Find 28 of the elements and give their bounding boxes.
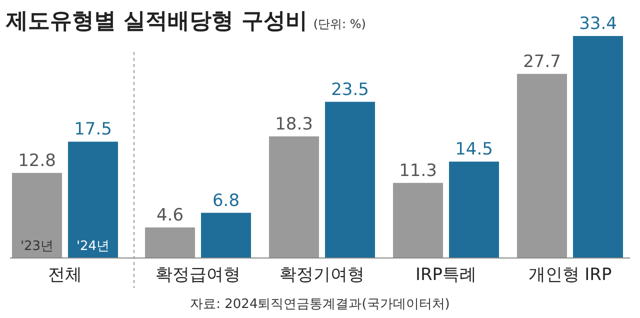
data-label: 14.5	[455, 140, 493, 160]
data-label: 6.8	[212, 190, 240, 211]
data-label: 17.5	[74, 120, 112, 140]
data-label: 33.4	[579, 14, 617, 34]
bar	[201, 212, 251, 258]
bar	[269, 136, 319, 258]
data-label: 23.5	[331, 80, 369, 100]
series-label: '23년	[20, 239, 54, 254]
data-label: 12.8	[18, 150, 56, 171]
bar	[449, 162, 499, 258]
bar	[573, 36, 623, 258]
bar	[145, 227, 195, 258]
series-label: '24년	[76, 239, 110, 254]
chart-title: 제도유형별 실적배당형 구성비	[5, 9, 308, 34]
x-tick-label: IRP특례	[415, 265, 477, 285]
data-label: 18.3	[275, 114, 313, 134]
bar	[325, 102, 375, 258]
bar	[393, 182, 443, 258]
text: 자료: 2024퇴직연금통계결과(국가데이터처)	[190, 297, 450, 312]
chart-subtitle: (단위: %)	[313, 17, 366, 31]
data-label: 27.7	[523, 52, 561, 72]
x-tick-label: 개인형 IRP	[528, 265, 612, 285]
data-label: 11.3	[399, 160, 437, 181]
bar	[517, 74, 567, 258]
x-tick-label: 확정급여형	[156, 265, 240, 285]
data-label: 4.6	[156, 205, 184, 226]
x-tick-label: 전체	[48, 265, 82, 285]
x-tick-label: 확정기여형	[280, 265, 364, 285]
